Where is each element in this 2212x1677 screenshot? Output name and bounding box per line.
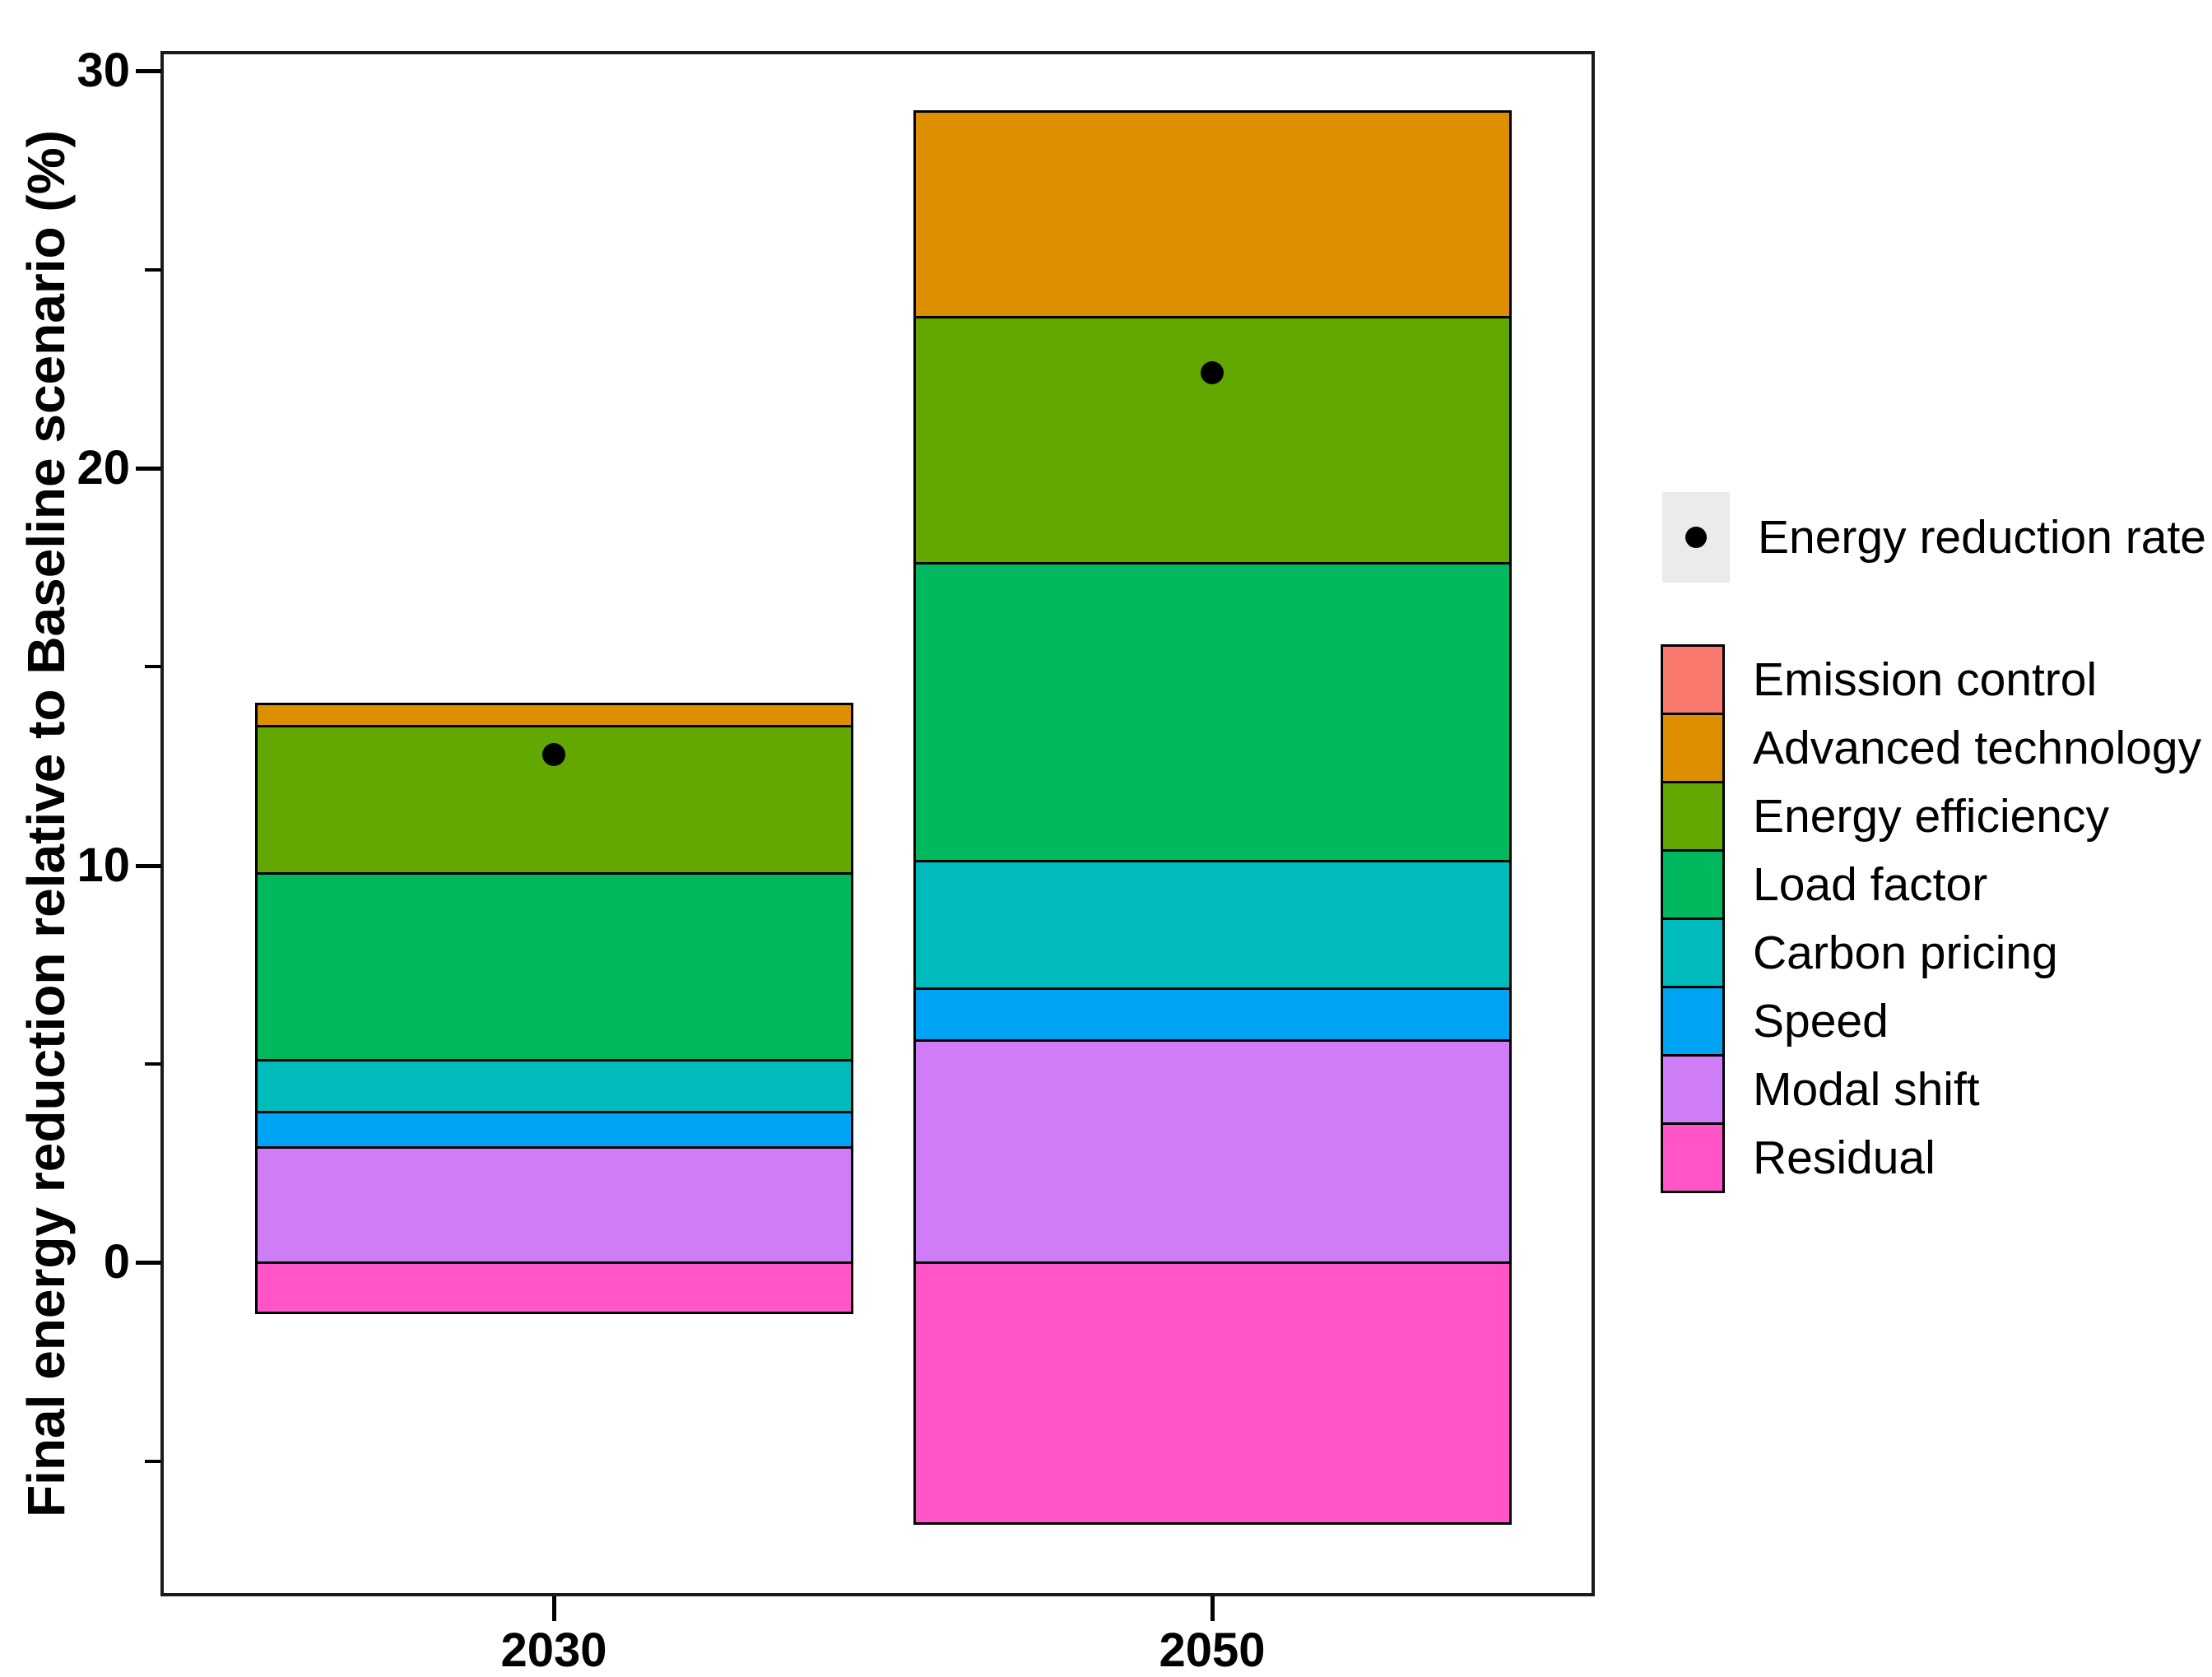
bar-boundary-2050: [913, 987, 1512, 990]
y-tick-10: [136, 863, 161, 868]
legend-label-residual: Residual: [1753, 1131, 1936, 1184]
x-tick-label-2030: 2030: [500, 1624, 607, 1677]
legend-item-emission-control: Emission control: [1661, 644, 2201, 715]
y-tick-label-20: 20: [77, 440, 130, 495]
bar-segment-modal-shift-2030: [254, 1147, 853, 1263]
bar-segment-residual-2030: [254, 1262, 853, 1315]
legend-item-modal-shift: Modal shift: [1661, 1054, 2201, 1125]
bar-boundary-2050: [913, 860, 1512, 863]
y-tick-label-0: 0: [103, 1235, 130, 1289]
point-legend-label: Energy reduction rate: [1758, 511, 2206, 564]
legend-swatch-carbon-pricing: [1661, 917, 1725, 988]
legend-label-emission-control: Emission control: [1753, 653, 2098, 706]
legend-series: Emission control Advanced technology Energ…: [1661, 644, 2201, 1193]
x-tick-2050: [1211, 1596, 1215, 1621]
legend-swatch-residual: [1661, 1122, 1725, 1193]
bar-boundary-2050: [913, 315, 1512, 318]
legend-item-energy-efficiency: Energy efficiency: [1661, 781, 2201, 852]
legend-swatch-load-factor: [1661, 849, 1725, 920]
point-marker-icon: [1685, 527, 1707, 548]
bar-boundary-2030: [254, 725, 853, 728]
legend-energy-reduction-rate: Energy reduction rate: [1662, 492, 2206, 583]
y-minor-tick-15: [145, 665, 161, 669]
bar-boundary-2030: [254, 1261, 853, 1264]
bar-boundary-2030: [254, 1145, 853, 1149]
legend-label-speed: Speed: [1753, 995, 1889, 1048]
legend-item-carbon-pricing: Carbon pricing: [1661, 917, 2201, 988]
legend-swatch-energy-efficiency: [1661, 781, 1725, 852]
legend-label-energy-efficiency: Energy efficiency: [1753, 790, 2110, 843]
y-minor-tick-25: [145, 267, 161, 272]
bar-segment-load-factor-2030: [254, 873, 853, 1061]
data-point-2030: [542, 742, 565, 766]
legend-label-load-factor: Load factor: [1753, 858, 1988, 911]
bar-2050: [913, 110, 1512, 1526]
y-tick-0: [136, 1261, 161, 1266]
legend-label-carbon-pricing: Carbon pricing: [1753, 927, 2058, 979]
x-tick-label-2050: 2050: [1159, 1624, 1266, 1677]
bar-segment-energy-efficiency-2050: [913, 317, 1512, 564]
legend-item-advanced-technology: Advanced technology: [1661, 713, 2201, 783]
legend-item-speed: Speed: [1661, 986, 2201, 1057]
bar-boundary-2050: [913, 1261, 1512, 1264]
y-tick-20: [136, 466, 161, 471]
bar-segment-residual-2050: [913, 1262, 1512, 1526]
bar-boundary-2050: [913, 562, 1512, 565]
y-tick-label-10: 10: [77, 838, 130, 892]
legend-label-modal-shift: Modal shift: [1753, 1063, 1980, 1116]
y-tick-label-30: 30: [77, 44, 130, 98]
legend-item-load-factor: Load factor: [1661, 849, 2201, 920]
x-tick-2030: [552, 1596, 556, 1621]
legend-swatch-advanced-technology: [1661, 713, 1725, 783]
y-minor-tick--5: [145, 1459, 161, 1463]
y-minor-tick-5: [145, 1062, 161, 1066]
bar-segment-carbon-pricing-2050: [913, 861, 1512, 989]
bar-2030: [254, 702, 853, 1315]
bar-boundary-2050: [913, 1038, 1512, 1042]
bar-segment-advanced-technology-2050: [913, 110, 1512, 318]
legend-swatch-modal-shift: [1661, 1054, 1725, 1125]
data-point-2050: [1201, 361, 1224, 385]
point-legend-key: [1662, 492, 1730, 583]
bar-boundary-2030: [254, 871, 853, 875]
bar-boundary-2030: [254, 1110, 853, 1113]
bar-segment-carbon-pricing-2030: [254, 1060, 853, 1112]
bar-segment-load-factor-2050: [913, 563, 1512, 862]
y-tick-30: [136, 69, 161, 74]
legend-label-advanced-technology: Advanced technology: [1753, 722, 2202, 774]
legend-swatch-speed: [1661, 986, 1725, 1057]
bar-boundary-2030: [254, 1058, 853, 1061]
bar-segment-speed-2030: [254, 1112, 853, 1148]
bar-segment-modal-shift-2050: [913, 1040, 1512, 1263]
bar-segment-speed-2050: [913, 988, 1512, 1041]
bar-segment-advanced-technology-2030: [254, 702, 853, 727]
legend-item-residual: Residual: [1661, 1122, 2201, 1193]
legend-swatch-emission-control: [1661, 644, 1725, 715]
